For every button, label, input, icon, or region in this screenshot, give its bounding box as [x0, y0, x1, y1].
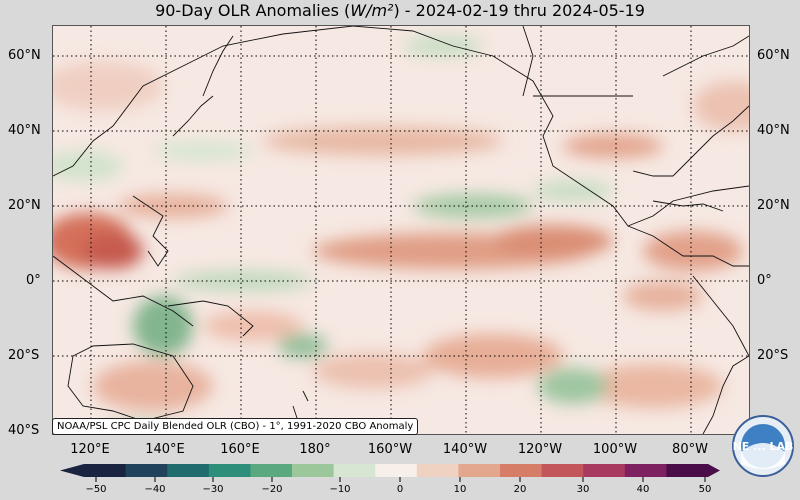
colorbar-tick-label: 30: [576, 484, 590, 495]
lon-label: 120°W: [517, 442, 563, 457]
lat-label-right: 60°N: [757, 48, 790, 63]
colorbar-cell: [292, 464, 335, 477]
colorbar-cell: [500, 464, 543, 477]
colorbar-tick-marks: [95, 477, 706, 482]
colorbar-cells: [60, 464, 720, 477]
colorbar-cell: [416, 464, 459, 477]
colorbar-cell: [333, 464, 376, 477]
lat-label-right: 20°N: [757, 198, 790, 213]
lat-label-right: 20°S: [757, 348, 789, 363]
map-canvas: [53, 26, 749, 434]
lat-label-left: 20°S: [8, 348, 40, 363]
lat-label-left: 20°N: [8, 198, 41, 213]
colorbar-tick-label: 10: [453, 484, 467, 495]
colorbar-cell: [208, 464, 251, 477]
lon-label: 100°W: [592, 442, 638, 457]
lon-label: 140°W: [442, 442, 488, 457]
colorbar-tick-label: −50: [85, 484, 107, 495]
lon-label: 140°E: [145, 442, 185, 457]
lat-label-right: 0°: [757, 273, 772, 288]
data-source-note: NOAA/PSL CPC Daily Blended OLR (CBO) - 1…: [52, 418, 419, 435]
olr-anomaly-map: [52, 25, 750, 435]
colorbar-cell: [250, 464, 293, 477]
colorbar-cell: [125, 464, 168, 477]
colorbar-tick-label: 40: [636, 484, 650, 495]
colorbar-tick-label: −30: [202, 484, 224, 495]
svg-text:NE ... LAB: NE ... LAB: [733, 440, 794, 453]
colorbar-cell: [375, 464, 418, 477]
units-text: W/m²: [350, 1, 394, 20]
colorbar-tick-label: 0: [396, 484, 404, 495]
colorbar: [60, 464, 720, 482]
colorbar-min-arrow: [60, 464, 84, 477]
coastlines: [53, 26, 749, 434]
colorbar-tick-label: 50: [698, 484, 712, 495]
lat-label-left: 40°S: [8, 423, 40, 438]
map-title: 90-Day OLR Anomalies (W/m²) - 2024-02-19…: [155, 1, 645, 20]
colorbar-cell: [541, 464, 584, 477]
lat-label-left: 40°N: [8, 123, 41, 138]
lon-label: 180°: [299, 442, 331, 457]
lat-label-left: 60°N: [8, 48, 41, 63]
colorbar-cell: [167, 464, 210, 477]
graticule: [53, 26, 749, 434]
colorbar-cell: [84, 464, 127, 477]
colorbar-cell: [666, 464, 709, 477]
lon-label: 120°E: [70, 442, 110, 457]
lat-label-right: 40°N: [757, 123, 790, 138]
colorbar-tick-label: −10: [329, 484, 351, 495]
lon-label: 80°W: [672, 442, 708, 457]
colorbar-max-arrow: [708, 464, 720, 477]
colorbar-tick-label: −40: [144, 484, 166, 495]
anomaly-field: [53, 36, 749, 434]
colorbar-cell: [583, 464, 626, 477]
lat-label-left: 0°: [26, 273, 41, 288]
colorbar-cell: [458, 464, 501, 477]
colorbar-tick-label: −20: [261, 484, 283, 495]
colorbar-tick-label: 20: [513, 484, 527, 495]
colorbar-cell: [624, 464, 667, 477]
lon-label: 160°W: [367, 442, 413, 457]
lon-label: 160°E: [220, 442, 260, 457]
noaa-psl-logo: NE ... LAB: [732, 415, 794, 477]
